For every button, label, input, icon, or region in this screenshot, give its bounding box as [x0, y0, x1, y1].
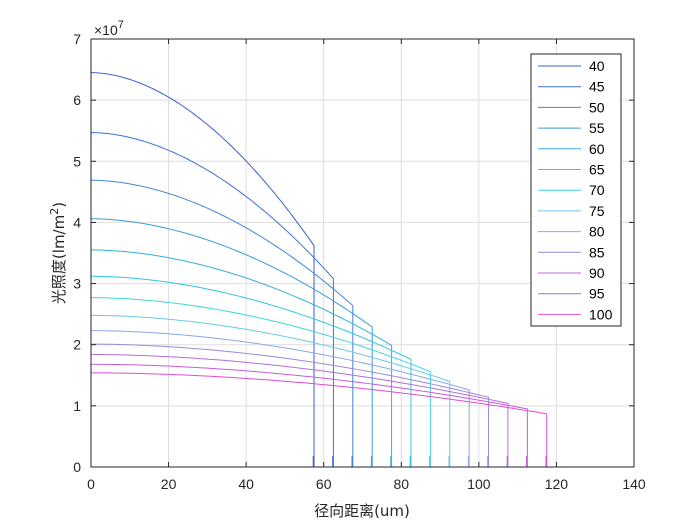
y-tick-label: 1: [73, 398, 81, 414]
legend-label-50: 50: [589, 99, 605, 115]
y-tick-label: 2: [73, 337, 81, 353]
series-line-45: [90, 132, 634, 468]
series-line-50: [90, 179, 634, 468]
x-tick-label: 120: [545, 476, 569, 492]
series-line-100: [90, 372, 634, 468]
y-tick-label: 7: [73, 31, 81, 47]
series-line-95: [90, 363, 634, 468]
series-line-90: [90, 354, 634, 468]
x-tick-label: 140: [622, 476, 646, 492]
x-tick-label: 0: [87, 476, 95, 492]
y-axis-label: 光照度(lm/m2): [48, 202, 68, 304]
y-exponent-power: 7: [118, 19, 124, 31]
legend-label-85: 85: [589, 244, 605, 260]
x-axis-label: 径向距离(um): [314, 502, 410, 520]
y-axis-label-sup: 2: [48, 208, 61, 215]
x-tick-label: 40: [238, 476, 254, 492]
legend-label-95: 95: [589, 286, 605, 302]
legend-label-55: 55: [589, 120, 605, 136]
legend-label-60: 60: [589, 141, 605, 157]
legend-label-90: 90: [589, 265, 605, 281]
x-tick-label: 20: [161, 476, 177, 492]
series-line-85: [90, 343, 634, 468]
legend-label-65: 65: [589, 162, 605, 178]
x-tick-label: 80: [393, 476, 409, 492]
legend-label-100: 100: [589, 306, 613, 322]
series-line-40: [90, 72, 634, 468]
series-line-70: [90, 297, 634, 468]
series-line-65: [90, 275, 634, 468]
y-exponent-base: ×10: [94, 22, 118, 38]
x-tick-label: 60: [316, 476, 332, 492]
y-tick-label: 6: [73, 92, 81, 108]
y-tick-label: 0: [73, 459, 81, 475]
legend-label-40: 40: [589, 58, 605, 74]
series-line-80: [90, 330, 634, 468]
legend-label-80: 80: [589, 224, 605, 240]
legend-label-75: 75: [589, 203, 605, 219]
y-exponent-label: ×107: [94, 19, 124, 38]
legend-label-45: 45: [589, 79, 605, 95]
series-line-75: [90, 314, 634, 468]
series-line-55: [90, 218, 634, 468]
legend: 40 45 50 55 60 65 70 75 80 85 90 95 100: [530, 53, 622, 327]
axes-box: [90, 38, 635, 468]
y-tick-label: 3: [73, 276, 81, 292]
y-tick-label: 4: [73, 214, 81, 230]
y-axis-label-close: ): [50, 202, 68, 208]
y-axis-label-main: 光照度(lm/m: [50, 215, 68, 304]
x-tick-label: 100: [467, 476, 491, 492]
series-line-60: [90, 249, 634, 468]
series-group: [90, 72, 634, 468]
y-tick-label: 5: [73, 153, 81, 169]
legend-label-70: 70: [589, 182, 605, 198]
